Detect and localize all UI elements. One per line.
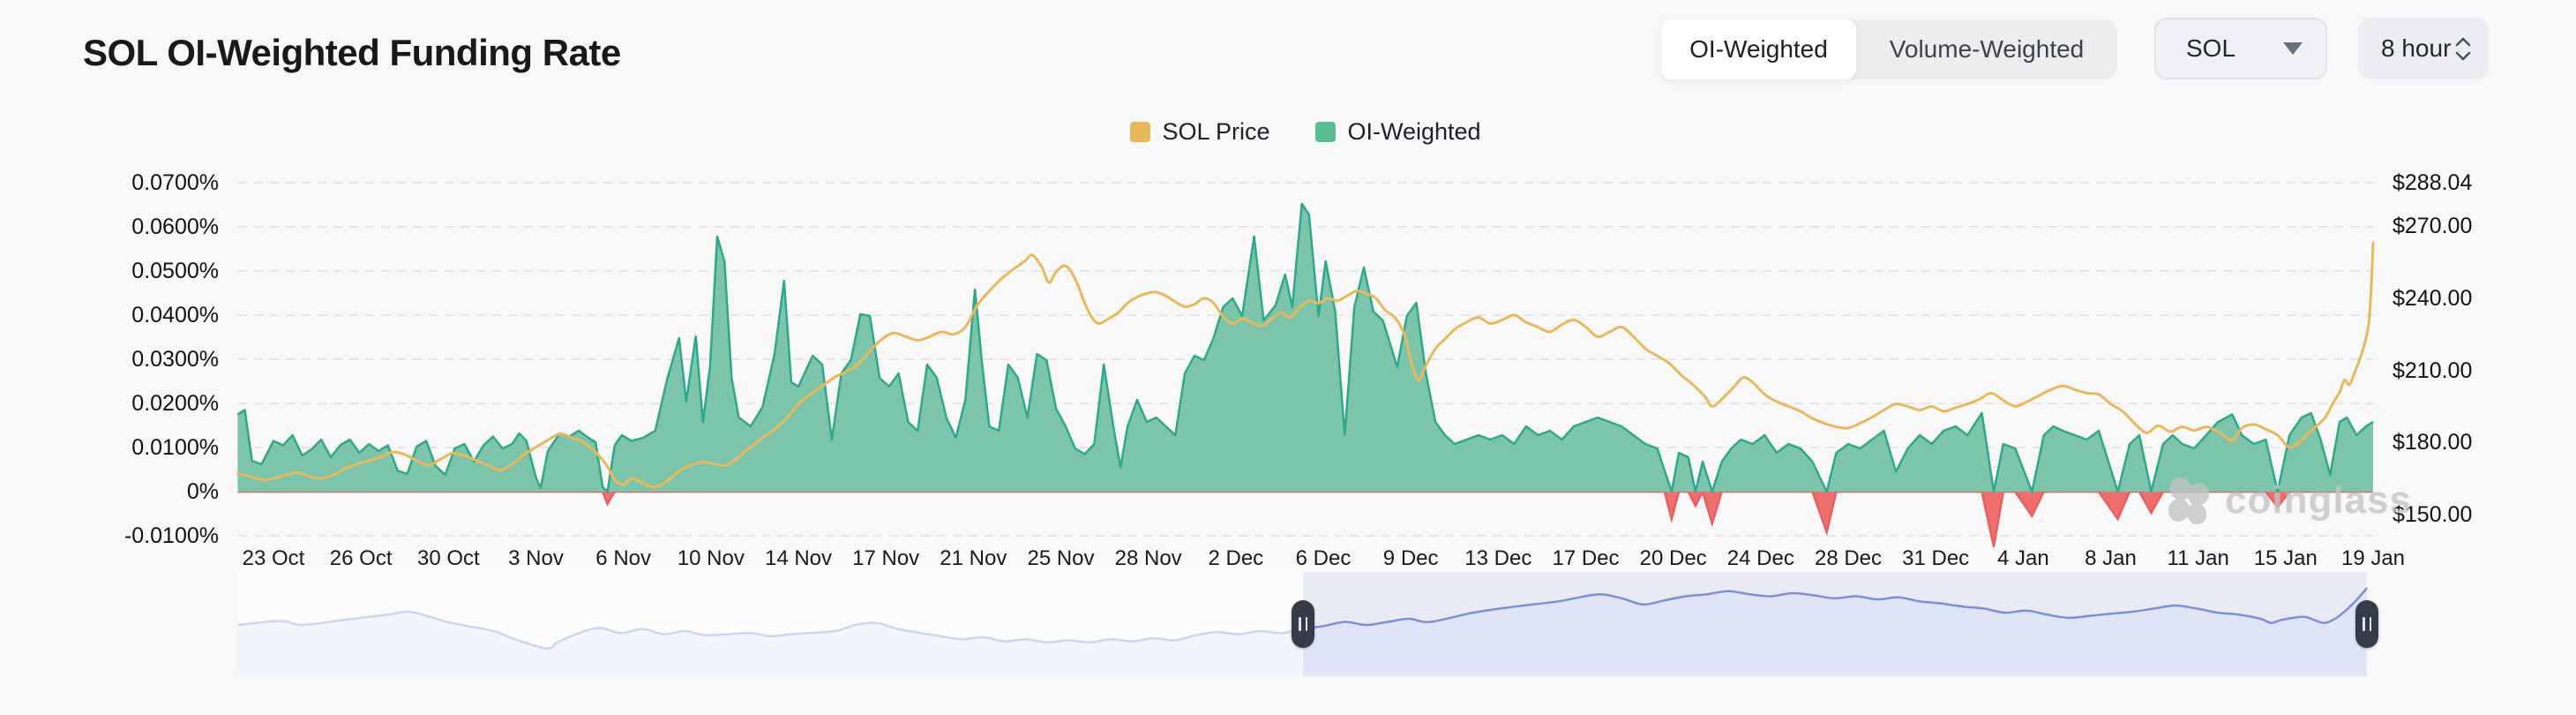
x-axis-label: 6 Dec — [1295, 546, 1352, 570]
funding-area — [237, 204, 2374, 492]
navigator-left-handle[interactable] — [1292, 600, 1314, 648]
x-axis-label: 28 Nov — [1114, 546, 1182, 570]
chart-legend: SOL Price OI-Weighted — [238, 117, 2373, 147]
funding-negative-area — [237, 492, 2374, 547]
x-axis-label: 31 Dec — [1902, 546, 1970, 570]
y-axis-label-left: 0% — [186, 479, 219, 504]
x-axis-label: 23 Oct — [242, 546, 305, 570]
x-axis-label: 2 Dec — [1208, 546, 1264, 570]
y-axis-label-left: 0.0200% — [131, 391, 219, 416]
navigator-right-handle[interactable] — [2355, 600, 2378, 648]
y-axis-label-left: 0.0600% — [131, 214, 219, 239]
interval-select[interactable]: 8 hour — [2358, 18, 2489, 79]
y-axis-label-right: $240.00 — [2393, 285, 2473, 311]
x-axis-label: 3 Nov — [508, 546, 564, 570]
x-axis-label: 11 Jan — [2167, 546, 2229, 570]
x-axis-label: 17 Dec — [1552, 546, 1620, 570]
legend-item-sol-price[interactable]: SOL Price — [1130, 118, 1269, 146]
x-axis-label: 20 Dec — [1639, 546, 1707, 570]
mode-toggle: OI-Weighted Volume-Weighted — [1661, 19, 2117, 79]
y-axis-label-right: $210.00 — [2393, 358, 2473, 383]
x-axis-label: 6 Nov — [595, 546, 651, 570]
navigator-unselected-mask[interactable] — [238, 572, 1303, 676]
page-title: SOL OI-Weighted Funding Rate — [83, 32, 621, 73]
funding-negative-line — [237, 488, 2373, 547]
x-axis-label: 9 Dec — [1382, 546, 1439, 570]
y-axis-label-left: 0.0400% — [131, 303, 219, 327]
x-axis-label: 25 Nov — [1027, 546, 1095, 570]
price-line — [236, 241, 2375, 489]
legend-swatch-icon — [1315, 121, 1337, 142]
x-axis-label: 21 Nov — [940, 546, 1007, 570]
x-axis-label: 8 Jan — [2085, 546, 2137, 570]
x-axis-label: 4 Jan — [1996, 546, 2049, 570]
x-axis-label: 14 Nov — [764, 546, 833, 570]
y-axis-label-left: -0.0100% — [124, 523, 219, 548]
x-axis-label: 24 Dec — [1726, 546, 1794, 570]
x-axis-label: 26 Oct — [329, 546, 393, 570]
x-axis-label: 30 Oct — [416, 546, 480, 570]
x-axis-label: 10 Nov — [677, 546, 745, 570]
y-axis-label-left: 0.0100% — [131, 435, 219, 460]
x-axis-label: 13 Dec — [1464, 546, 1532, 570]
y-axis-label-left: 0.0700% — [131, 170, 219, 195]
y-axis-label-left: 0.0300% — [131, 347, 219, 372]
legend-swatch-icon — [1130, 121, 1151, 142]
x-axis-label: 15 Jan — [2253, 546, 2318, 570]
chevron-up-down-icon — [2455, 37, 2471, 61]
legend-label: SOL Price — [1162, 117, 1270, 145]
y-axis-label-right: $150.00 — [2393, 502, 2473, 527]
symbol-select[interactable]: SOL — [2154, 18, 2327, 79]
legend-item-oi-weighted[interactable]: OI-Weighted — [1315, 117, 1481, 146]
caret-down-icon — [2283, 42, 2303, 55]
mode-toggle-option-oi-weighted[interactable]: OI-Weighted — [1661, 19, 1856, 79]
x-axis-label: 28 Dec — [1814, 546, 1883, 570]
y-axis-label-right: $270.00 — [2393, 214, 2473, 239]
y-axis-label-left: 0.0500% — [131, 259, 219, 283]
legend-label: OI-Weighted — [1347, 117, 1481, 145]
y-axis-label-right: $180.00 — [2393, 430, 2473, 455]
y-axis-label-right: $288.04 — [2393, 170, 2473, 195]
mode-toggle-option-volume-weighted[interactable]: Volume-Weighted — [1889, 35, 2085, 63]
symbol-select-value: SOL — [2186, 34, 2236, 62]
x-axis-label: 17 Nov — [852, 546, 920, 570]
interval-select-value: 8 hour — [2381, 34, 2452, 62]
x-axis-label: 19 Jan — [2340, 546, 2406, 570]
